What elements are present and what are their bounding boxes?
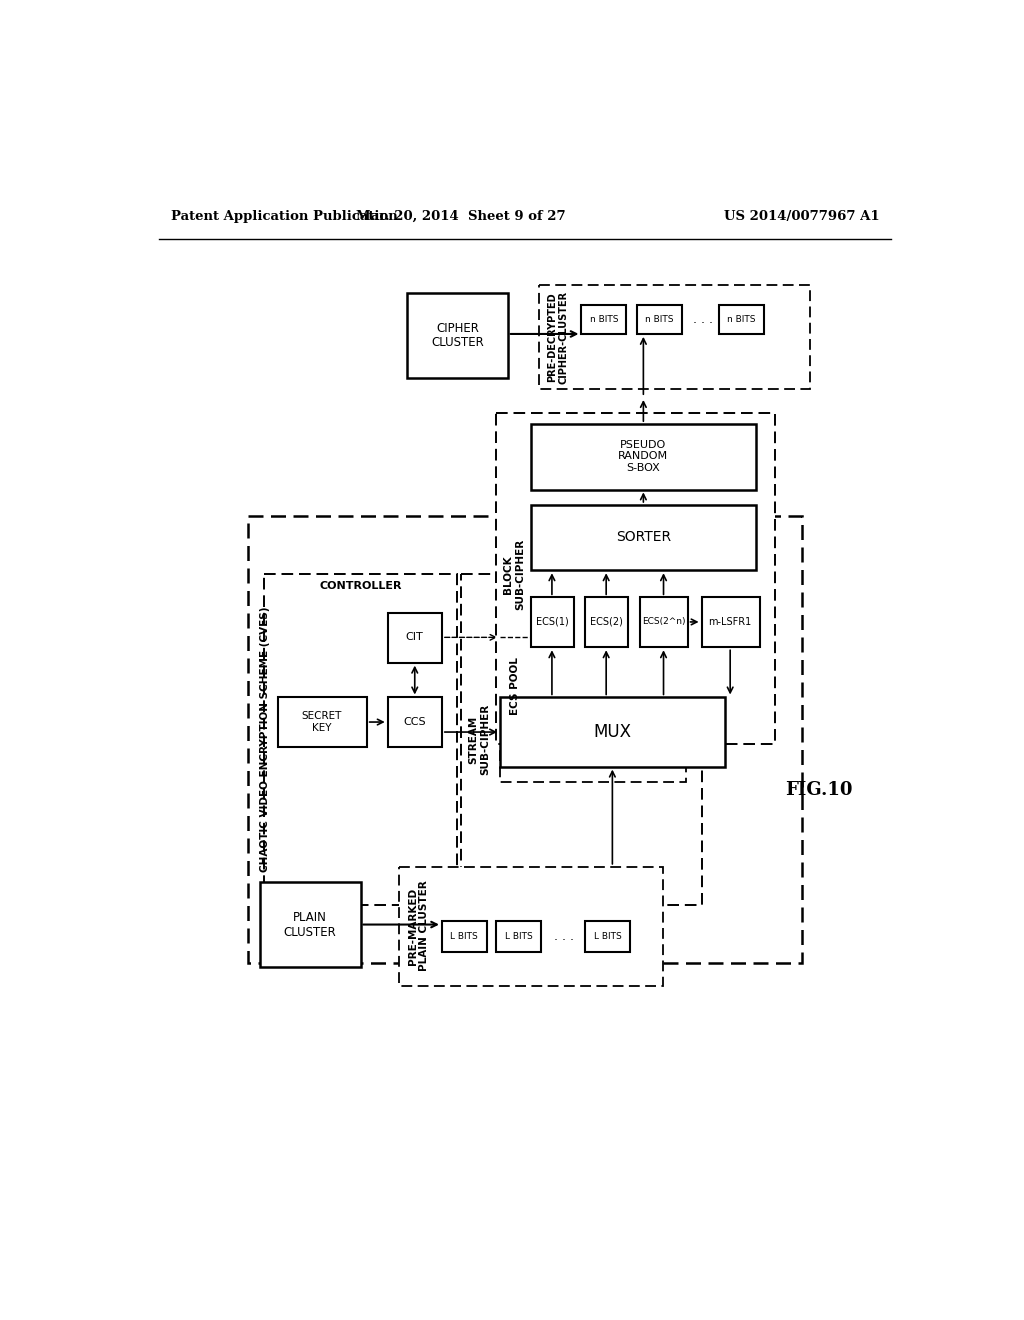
Bar [399,867,663,986]
Bar [388,697,442,747]
Bar [539,285,810,389]
Text: ECS POOL: ECS POOL [510,657,520,715]
Text: SECRET
KEY: SECRET KEY [301,711,342,733]
Text: m-LSFR1: m-LSFR1 [709,616,752,627]
Bar [496,412,775,743]
Text: L BITS: L BITS [451,932,478,941]
Bar [496,921,541,952]
Text: SORTER: SORTER [615,531,671,544]
Bar [442,921,486,952]
Text: CONTROLLER: CONTROLLER [319,581,401,591]
Bar [461,574,701,906]
Text: CIT: CIT [406,632,424,643]
Text: . . .: . . . [693,313,713,326]
Text: CIPHER
CLUSTER: CIPHER CLUSTER [431,322,483,350]
Bar [640,597,687,647]
Bar [248,516,802,964]
Text: n BITS: n BITS [645,315,674,323]
Bar [531,424,756,490]
Text: Patent Application Publication: Patent Application Publication [171,210,397,223]
Text: BLOCK
SUB-CIPHER: BLOCK SUB-CIPHER [503,539,524,610]
Text: PRE-DECRYPTED
CIPHER-CLUSTER: PRE-DECRYPTED CIPHER-CLUSTER [547,290,569,384]
Bar [388,612,442,663]
Text: . . .: . . . [554,929,574,942]
Text: MUX: MUX [593,723,632,741]
Text: ECS(2^n): ECS(2^n) [642,618,685,627]
Bar [407,293,508,378]
Text: PSEUDO
RANDOM
S-BOX: PSEUDO RANDOM S-BOX [618,440,669,473]
Text: ECS(1): ECS(1) [536,616,568,627]
Bar [500,590,686,781]
Text: L BITS: L BITS [594,932,622,941]
Bar [582,305,627,334]
Bar [637,305,682,334]
Text: CCS: CCS [403,717,426,727]
Text: L BITS: L BITS [505,932,532,941]
Text: n BITS: n BITS [590,315,618,323]
Text: n BITS: n BITS [727,315,756,323]
Text: ECS(2): ECS(2) [590,616,623,627]
Bar [701,597,760,647]
Bar [531,506,756,570]
Bar [278,697,367,747]
Text: CHAOTIC VIDEO ENCRYPTION SCHEME (CVES): CHAOTIC VIDEO ENCRYPTION SCHEME (CVES) [260,607,270,873]
Text: FIG.10: FIG.10 [785,781,853,799]
Text: PRE-MARKED
PLAIN CLUSTER: PRE-MARKED PLAIN CLUSTER [408,880,429,972]
Bar [719,305,764,334]
Bar [263,574,458,906]
Text: PLAIN
CLUSTER: PLAIN CLUSTER [284,911,337,939]
Text: US 2014/0077967 A1: US 2014/0077967 A1 [724,210,880,223]
Bar [500,697,725,767]
Bar [531,597,573,647]
Bar [586,597,628,647]
Bar [260,882,360,966]
Text: Mar. 20, 2014  Sheet 9 of 27: Mar. 20, 2014 Sheet 9 of 27 [356,210,566,223]
Bar [586,921,630,952]
Text: STREAM
SUB-CIPHER: STREAM SUB-CIPHER [468,704,489,775]
